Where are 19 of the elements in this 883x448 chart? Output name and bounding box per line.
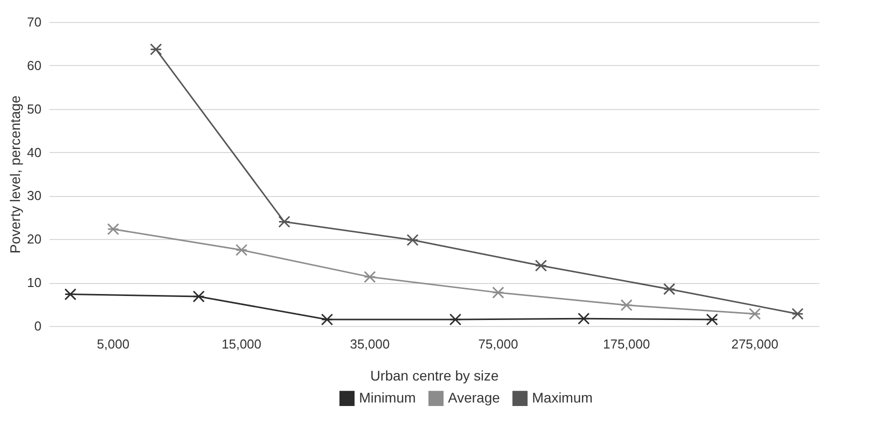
y-tick-label: 40	[27, 144, 42, 160]
x-tick-label: 175,000	[603, 336, 650, 352]
y-tick-label: 30	[27, 188, 42, 204]
x-tick-label: 15,000	[222, 336, 262, 352]
y-tick-label: 10	[27, 275, 42, 290]
x-tick-label: 75,000	[478, 336, 518, 352]
y-tick-label: 60	[27, 58, 42, 73]
y-axis-title: Poverty level, percentage	[7, 95, 24, 254]
x-axis-title: Urban centre by size	[370, 368, 499, 384]
legend-label: Maximum	[532, 389, 593, 406]
y-tick-label: 0	[34, 318, 42, 334]
x-tick-label: 275,000	[731, 336, 778, 352]
y-tick-label: 20	[27, 232, 42, 247]
legend-label: Average	[448, 389, 500, 406]
x-tick-label: 5,000	[96, 336, 130, 352]
y-tick-label: 50	[27, 101, 42, 116]
x-tick-label: 35,000	[350, 336, 390, 352]
y-tick-label: 70	[27, 14, 42, 30]
legend-label: Minimum	[359, 389, 416, 406]
